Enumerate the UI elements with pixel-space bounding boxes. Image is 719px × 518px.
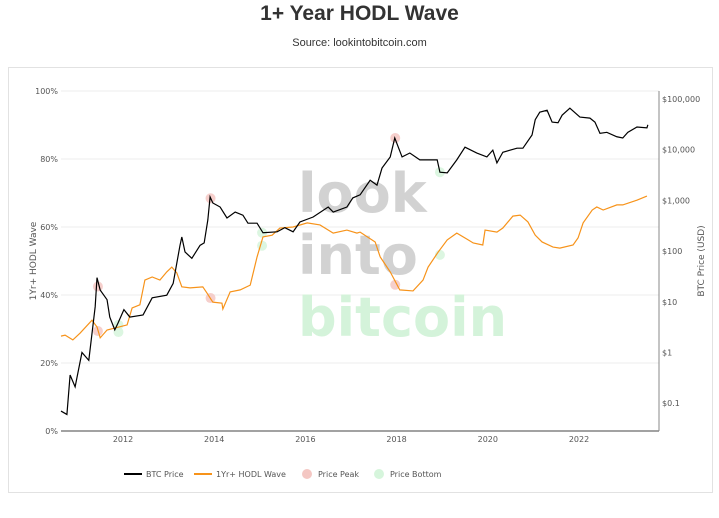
legend-label: 1Yr+ HODL Wave: [216, 470, 286, 479]
legend-label: Price Bottom: [390, 470, 442, 479]
y2-tick-label: $100: [662, 247, 682, 256]
y-axis-title: 1Yr+ HODL Wave: [29, 221, 39, 300]
btc-price-line: [60, 107, 649, 416]
y2-tick-label: $1,000: [662, 196, 690, 205]
price-bottom-marker: [257, 240, 268, 251]
legend-bottom-swatch: [374, 469, 384, 479]
y-tick-label: 60%: [40, 223, 58, 232]
legend-peak-swatch: [302, 469, 312, 479]
watermark-logo: into: [298, 224, 418, 287]
y-tick-label: 100%: [35, 87, 58, 96]
watermark-logo: bitcoin: [298, 286, 507, 349]
y-tick-label: 40%: [40, 291, 58, 300]
source-caption: Source: lookintobitcoin.com: [292, 37, 427, 49]
x-tick-label: 2016: [295, 435, 315, 444]
y2-axis-title: BTC Price (USD): [697, 225, 707, 296]
price-bottom-marker: [257, 227, 268, 238]
x-tick-label: 2020: [478, 435, 498, 444]
x-tick-label: 2018: [386, 435, 406, 444]
page-title: 1+ Year HODL Wave: [260, 2, 459, 25]
legend-label: Price Peak: [318, 470, 359, 479]
x-tick-label: 2014: [204, 435, 224, 444]
y2-tick-label: $0.1: [662, 399, 680, 408]
y2-tick-label: $100,000: [662, 95, 700, 104]
hodl-wave-line: [60, 195, 648, 341]
y-tick-label: 20%: [40, 359, 58, 368]
x-tick-label: 2012: [113, 435, 133, 444]
x-tick-label: 2022: [569, 435, 589, 444]
y-tick-label: 0%: [45, 427, 58, 436]
y2-tick-label: $1: [662, 349, 672, 358]
y2-tick-label: $10,000: [662, 146, 695, 155]
price-bottom-marker: [113, 327, 124, 338]
chart-card: [8, 67, 713, 493]
legend-label: BTC Price: [146, 470, 184, 479]
y-tick-label: 80%: [40, 155, 58, 164]
watermark-logo: look: [298, 162, 428, 225]
y2-tick-label: $10: [662, 298, 677, 307]
